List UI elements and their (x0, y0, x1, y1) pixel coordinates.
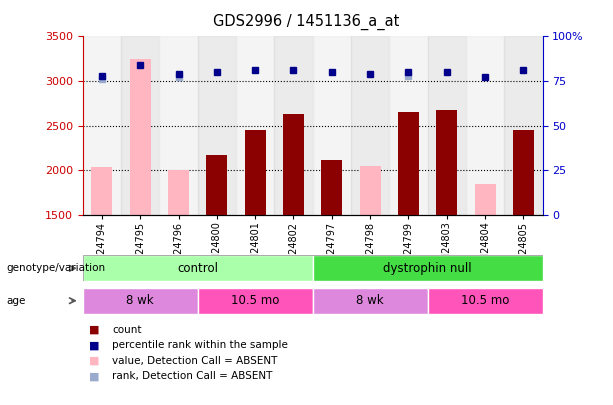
Bar (245, 130, 265, 215)
Bar (83, 255, 313, 281)
Text: rank, Detection Call = ABSENT: rank, Detection Call = ABSENT (112, 371, 273, 381)
Bar (168, 170, 189, 215)
Text: GDS2996 / 1451136_a_at: GDS2996 / 1451136_a_at (213, 14, 400, 30)
Bar (283, 115, 304, 215)
Bar (428, 36, 466, 215)
Bar (236, 36, 275, 215)
Bar (398, 112, 419, 215)
Text: genotype/variation: genotype/variation (6, 263, 105, 273)
Bar (428, 288, 543, 314)
Bar (207, 155, 227, 215)
Bar (121, 36, 159, 215)
Text: value, Detection Call = ABSENT: value, Detection Call = ABSENT (112, 356, 278, 366)
Text: 8 wk: 8 wk (356, 294, 384, 307)
Bar (91, 166, 112, 215)
Bar (504, 36, 543, 215)
Bar (313, 36, 351, 215)
Text: 10.5 mo: 10.5 mo (461, 294, 509, 307)
Bar (159, 36, 197, 215)
Bar (389, 36, 428, 215)
Bar (513, 130, 534, 215)
Bar (436, 111, 457, 215)
Text: age: age (6, 296, 26, 306)
Bar (474, 184, 495, 215)
Bar (130, 59, 151, 215)
Bar (360, 166, 381, 215)
Bar (275, 36, 313, 215)
Text: percentile rank within the sample: percentile rank within the sample (112, 341, 288, 350)
Text: control: control (177, 262, 218, 275)
Text: ■: ■ (89, 356, 99, 366)
Text: ■: ■ (89, 341, 99, 350)
Text: dystrophin null: dystrophin null (383, 262, 472, 275)
Bar (83, 36, 121, 215)
Text: ■: ■ (89, 325, 99, 335)
Text: ■: ■ (89, 371, 99, 381)
Text: 10.5 mo: 10.5 mo (231, 294, 280, 307)
Bar (321, 160, 342, 215)
Bar (466, 36, 504, 215)
Text: 8 wk: 8 wk (126, 294, 154, 307)
Text: count: count (112, 325, 142, 335)
Bar (313, 255, 543, 281)
Bar (313, 288, 428, 314)
Bar (83, 288, 197, 314)
Bar (197, 288, 313, 314)
Bar (351, 36, 389, 215)
Bar (197, 36, 236, 215)
